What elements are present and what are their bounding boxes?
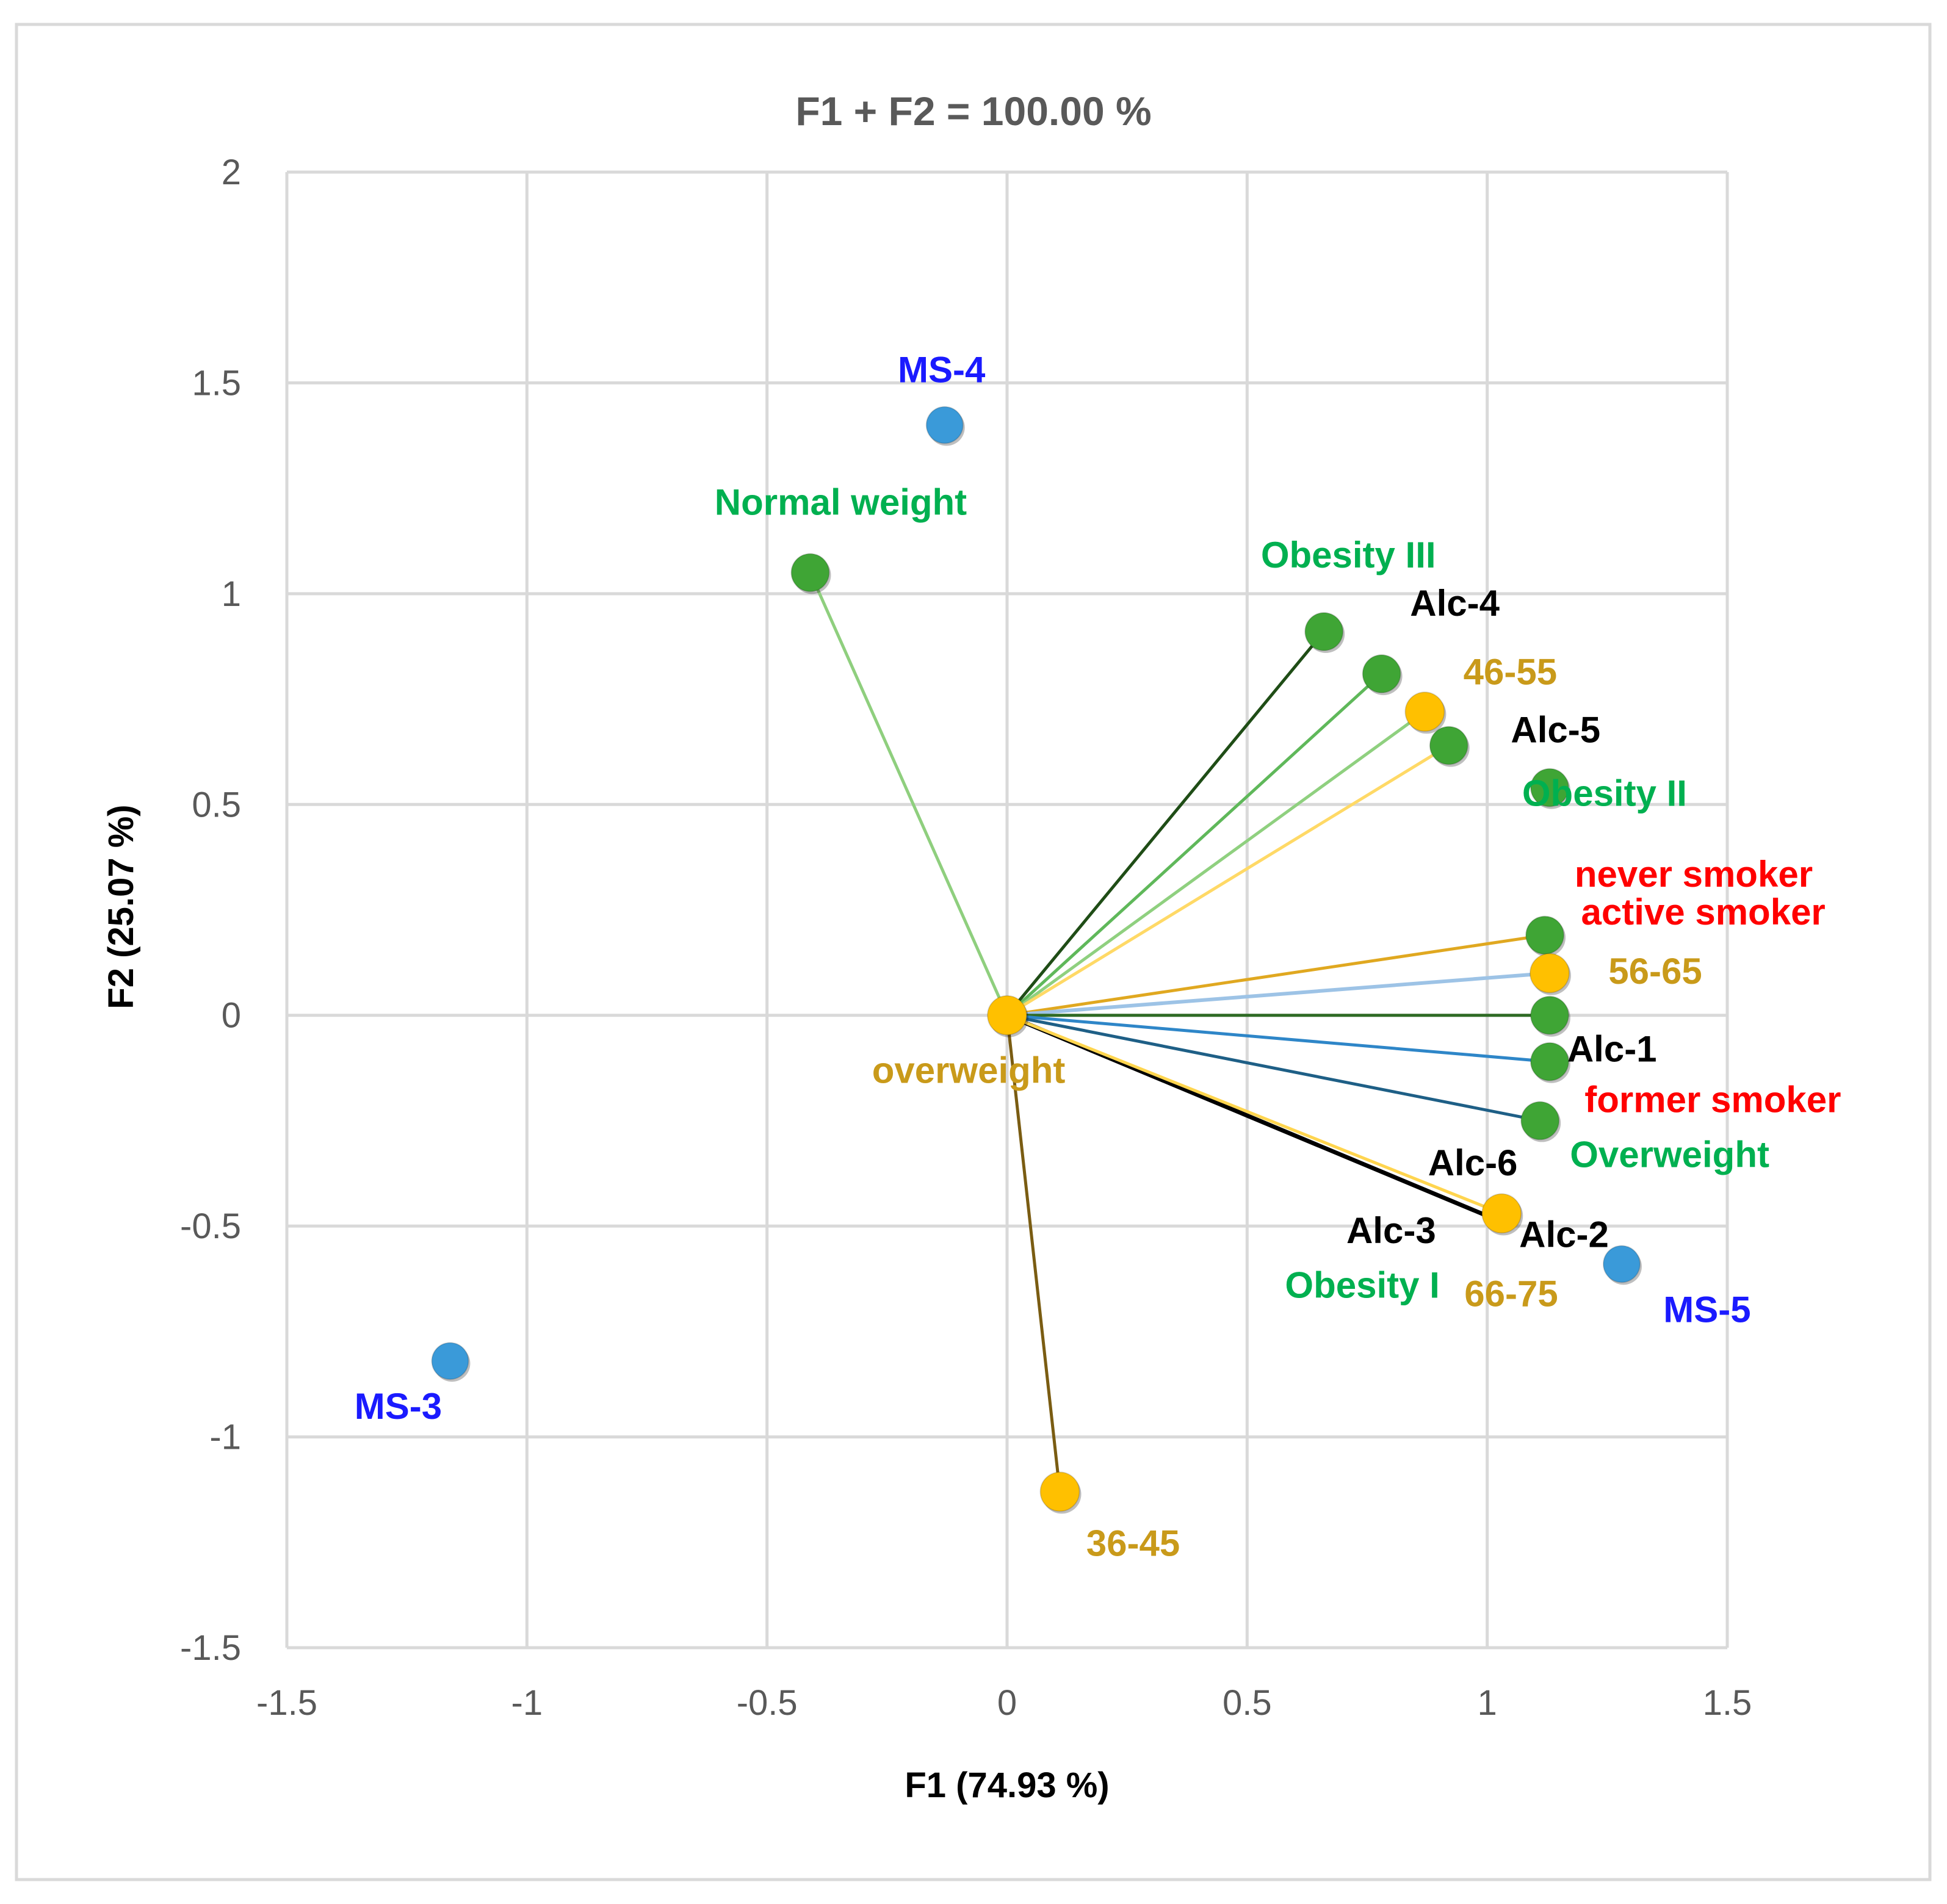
data-point: [925, 406, 964, 444]
point-labels: MS-4 MS-3 MS-5 Normal weight Obesity III Alc-…: [355, 350, 1841, 1564]
point-label: Alc-1: [1567, 1029, 1657, 1070]
point-label: Alc-2: [1519, 1214, 1609, 1255]
vector-line: [1005, 1014, 1062, 1493]
point-label: Alc-6: [1428, 1142, 1518, 1183]
point-label: MS-4: [898, 350, 986, 391]
point-label: 46-55: [1464, 651, 1557, 692]
y-tick-label: -1.5: [180, 1628, 241, 1668]
vectors: [808, 571, 1551, 1493]
point-label: Obesity II: [1522, 773, 1687, 814]
y-tick-label: -0.5: [180, 1206, 241, 1246]
point-label: Alc-4: [1410, 583, 1500, 624]
data-point: [1602, 1245, 1641, 1283]
point-label: 36-45: [1086, 1523, 1180, 1563]
x-tick-label: 1.5: [1703, 1683, 1752, 1723]
data-point: [1529, 953, 1570, 993]
point-label: Obesity III: [1261, 535, 1436, 575]
point-label: 56-65: [1608, 951, 1702, 992]
data-point: [790, 553, 830, 593]
point-label: overweight: [872, 1050, 1066, 1091]
vector-line: [1005, 744, 1451, 1017]
x-axis-title: F1 (74.93 %): [905, 1765, 1109, 1805]
x-tick-label: -1: [511, 1683, 543, 1723]
tick-labels: -1.5 -1 -0.5 0 0.5 1 1.5 -1.5 -1 -0.5 0 0.5 1 1.5 2: [180, 153, 1752, 1723]
data-point: [1039, 1471, 1080, 1512]
data-point: [431, 1342, 469, 1380]
point-label: 66-75: [1464, 1273, 1558, 1314]
data-point: [1362, 654, 1401, 694]
data-point: [1404, 691, 1445, 732]
vector-line: [1005, 1014, 1542, 1122]
y-tick-label: 0.5: [192, 785, 241, 824]
vector-line: [1005, 710, 1426, 1017]
data-point: [1530, 768, 1569, 807]
point-label: active smoker: [1581, 892, 1826, 932]
data-point: [1520, 1101, 1560, 1141]
data-point: [1304, 612, 1344, 652]
point-label: Normal weight: [715, 481, 967, 522]
gridlines: [285, 170, 1729, 1650]
data-point: [1525, 915, 1565, 955]
point-label: never smoker: [1575, 854, 1813, 895]
chart-border: [15, 23, 1932, 1881]
x-tick-label: 0: [997, 1683, 1017, 1723]
vector-line: [808, 571, 1009, 1017]
vector-line: [1005, 630, 1326, 1017]
point-label: Overweight: [1570, 1134, 1769, 1175]
data-point: [1530, 1042, 1569, 1081]
point-label: Alc-5: [1511, 710, 1600, 751]
vector-line: [1005, 971, 1551, 1017]
data-point: [1530, 995, 1569, 1035]
x-tick-label: -1.5: [256, 1683, 317, 1723]
vector-line: [1005, 1014, 1503, 1215]
x-tick-label: -0.5: [737, 1683, 798, 1723]
vector-line: [1005, 1014, 1551, 1064]
chart-title: F1 + F2 = 100.00 %: [795, 88, 1151, 134]
data-point: [1481, 1193, 1522, 1234]
y-tick-label: -1: [209, 1418, 241, 1457]
point-label: MS-3: [355, 1386, 442, 1427]
y-tick-label: 1: [222, 574, 241, 614]
y-tick-label: 0: [222, 996, 241, 1036]
vector-line: [1005, 933, 1547, 1017]
x-tick-label: 0.5: [1223, 1683, 1272, 1723]
point-label: MS-5: [1663, 1289, 1750, 1330]
y-tick-label: 1.5: [192, 363, 241, 403]
y-axis-title: F2 (25.07 %): [101, 804, 141, 1009]
point-label: Alc-3: [1346, 1210, 1436, 1251]
points: [431, 406, 1642, 1514]
x-tick-label: 1: [1478, 1683, 1497, 1723]
data-point: [987, 995, 1027, 1036]
point-label: former smoker: [1584, 1080, 1841, 1120]
data-point: [1429, 726, 1468, 765]
vector-line: [1005, 672, 1384, 1017]
y-tick-label: 2: [222, 153, 241, 192]
point-label: Obesity I: [1285, 1265, 1439, 1306]
